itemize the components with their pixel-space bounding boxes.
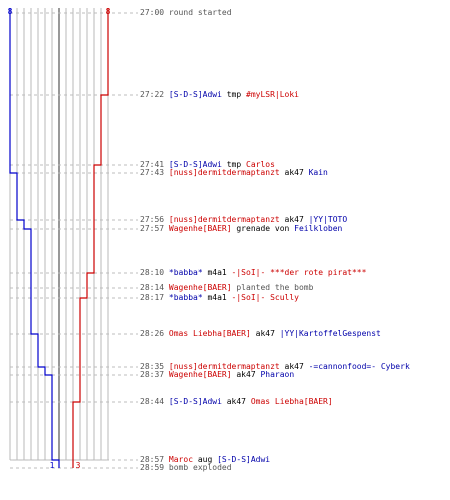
event-time: 28:59 (140, 463, 165, 472)
event-text: ak47 (279, 215, 309, 224)
event-row: 27:22 [S-D-S]Adwi tmp #myLSR|Loki (140, 90, 299, 100)
event-text: aug (193, 455, 218, 464)
event-row: 28:37 Wagenhe[BAER] ak47 Pharaon (140, 370, 294, 380)
event-text: ak47 (231, 370, 261, 379)
event-time: 28:35 (140, 362, 165, 371)
event-row: 27:56 [nuss]dermitdermaptanzt ak47 |YY|T… (140, 215, 347, 225)
blue-player: Feilkloben (294, 224, 343, 233)
red-start-label: 8 (106, 7, 111, 16)
event-text: ak47 (250, 329, 280, 338)
event-text: m4a1 (202, 268, 232, 277)
event-text: grenade von (231, 224, 295, 233)
event-row: 28:14 Wagenhe[BAER] planted the bomb (140, 283, 313, 293)
event-time: 28:44 (140, 397, 165, 406)
blue-end-label: 1 (50, 461, 55, 470)
red-player: Wagenhe[BAER] (168, 224, 232, 233)
red-player: -|SoI|- ***der rote pirat*** (231, 268, 367, 277)
team-series-lines (9, 8, 109, 468)
event-row: 27:00 round started (140, 8, 232, 18)
blue-player: |YY|KartoffelGespenst (279, 329, 381, 338)
red-player: Wagenhe[BAER] (168, 283, 232, 292)
event-time: 28:37 (140, 370, 165, 379)
red-player: Omas Liebha[BAER] (168, 329, 251, 338)
event-row: 27:43 [nuss]dermitdermaptanzt ak47 Kain (140, 168, 328, 178)
red-team-line (72, 8, 109, 468)
event-time: 28:10 (140, 268, 165, 277)
red-player: Maroc (168, 455, 194, 464)
blue-player: [S-D-S]Adwi (168, 160, 222, 169)
event-text: ak47 (279, 168, 309, 177)
red-player: [nuss]dermitdermaptanzt (168, 215, 280, 224)
event-row: 27:41 [S-D-S]Adwi tmp Carlos (140, 160, 275, 170)
event-time: 27:22 (140, 90, 165, 99)
blue-player: *babba* (168, 293, 203, 302)
red-player: [nuss]dermitdermaptanzt (168, 168, 280, 177)
event-row: 28:44 [S-D-S]Adwi ak47 Omas Liebha[BAER] (140, 397, 333, 407)
event-time: 27:43 (140, 168, 165, 177)
event-time: 27:41 (140, 160, 165, 169)
event-time: 27:00 (140, 8, 165, 17)
red-player: Carlos (246, 160, 275, 169)
blue-player: |YY|TOTO (308, 215, 348, 224)
blue-player: *babba* (168, 268, 203, 277)
event-row: 28:59 bomb exploded (140, 463, 232, 473)
event-text: ak47 (221, 397, 251, 406)
red-end-label: 3 (76, 461, 81, 470)
event-text: planted the bomb (231, 283, 314, 292)
blue-player: [S-D-S]Adwi (217, 455, 271, 464)
event-time: 28:14 (140, 283, 165, 292)
event-text: tmp (221, 90, 246, 99)
red-player: Wagenhe[BAER] (168, 370, 232, 379)
event-time: 27:57 (140, 224, 165, 233)
blue-player: -=cannonfood=- Cyberk (308, 362, 410, 371)
event-text: round started (168, 8, 232, 17)
event-time: 28:26 (140, 329, 165, 338)
event-row: 28:17 *babba* m4a1 -|SoI|- Scully (140, 293, 299, 303)
red-player: Omas Liebha[BAER] (250, 397, 333, 406)
event-row: 28:57 Maroc aug [S-D-S]Adwi (140, 455, 270, 465)
red-player: [nuss]dermitdermaptanzt (168, 362, 280, 371)
event-text: bomb exploded (168, 463, 232, 472)
event-text: ak47 (279, 362, 309, 371)
blue-player: Pharaon (260, 370, 295, 379)
red-player: -|SoI|- Scully (231, 293, 299, 302)
event-row: 28:35 [nuss]dermitdermaptanzt ak47 -=can… (140, 362, 410, 372)
event-row: 28:26 Omas Liebha[BAER] ak47 |YY|Kartoff… (140, 329, 381, 339)
blue-player: [S-D-S]Adwi (168, 90, 222, 99)
event-row: 27:57 Wagenhe[BAER] grenade von Feilklob… (140, 224, 342, 234)
event-time: 28:17 (140, 293, 165, 302)
event-row: 28:10 *babba* m4a1 -|SoI|- ***der rote p… (140, 268, 366, 278)
red-player: #myLSR|Loki (246, 90, 299, 99)
event-text: tmp (221, 160, 246, 169)
event-time: 28:57 (140, 455, 165, 464)
blue-start-label: 8 (8, 7, 13, 16)
event-time: 27:56 (140, 215, 165, 224)
event-text: m4a1 (202, 293, 232, 302)
blue-player: [S-D-S]Adwi (168, 397, 222, 406)
blue-player: Kain (308, 168, 328, 177)
blue-team-line (9, 8, 60, 468)
